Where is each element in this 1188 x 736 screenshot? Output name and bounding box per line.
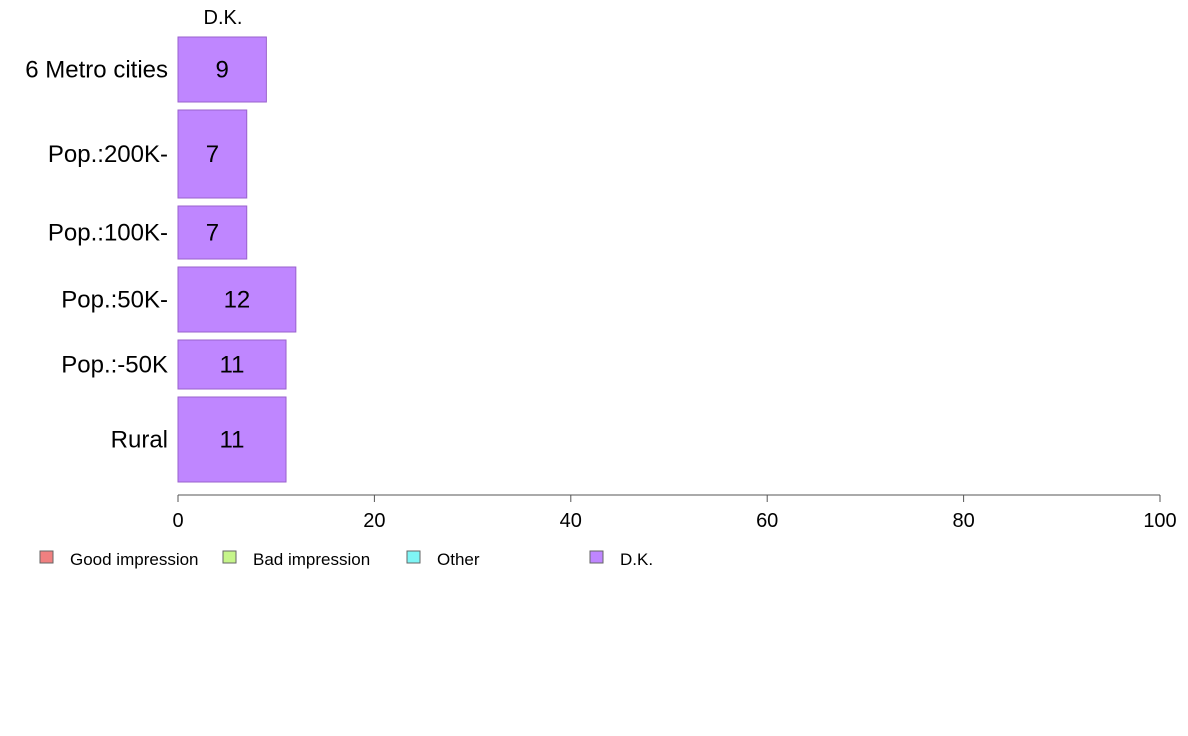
bar-value-label: 12 bbox=[224, 287, 251, 314]
legend-swatch bbox=[589, 550, 604, 564]
x-tick-label: 20 bbox=[363, 510, 385, 532]
bar-value-label: 7 bbox=[206, 141, 219, 168]
category-label: Rural bbox=[111, 427, 168, 454]
bar bbox=[177, 339, 287, 390]
category-label: Pop.:50K- bbox=[61, 287, 168, 314]
category-label: Pop.:-50K bbox=[61, 352, 168, 379]
category-labels: 6 Metro cities Pop.:200K- Pop.:100K- Pop.:5… bbox=[25, 57, 168, 454]
x-tick-label: 40 bbox=[560, 510, 582, 532]
legend-label: Good impression bbox=[70, 550, 199, 569]
legend-label: Bad impression bbox=[253, 550, 370, 569]
bar bbox=[177, 109, 248, 199]
bar-value-label: 11 bbox=[220, 427, 245, 454]
legend: Good impression Bad impression Other D.K. bbox=[39, 550, 653, 569]
category-label: 6 Metro cities bbox=[25, 57, 168, 84]
bar-value-label: 11 bbox=[220, 352, 245, 379]
bar-labels: 9 7 7 12 11 11 bbox=[206, 57, 251, 454]
x-tick-label: 80 bbox=[952, 510, 974, 532]
bar bbox=[177, 396, 287, 483]
bar bbox=[177, 205, 248, 260]
x-tick-label: 0 bbox=[172, 510, 183, 532]
category-label: Pop.:200K- bbox=[48, 141, 168, 168]
legend-swatch bbox=[39, 550, 54, 564]
bar-value-label: 7 bbox=[206, 220, 219, 247]
column-label: D.K. bbox=[204, 7, 243, 29]
x-tick-label: 60 bbox=[756, 510, 778, 532]
bar bbox=[177, 36, 267, 103]
x-tick-label: 100 bbox=[1143, 510, 1176, 532]
legend-swatch bbox=[406, 550, 421, 564]
legend-swatch bbox=[222, 550, 237, 564]
bar-value-label: 9 bbox=[216, 57, 229, 84]
legend-label: D.K. bbox=[620, 550, 653, 569]
x-axis: 0 20 40 60 80 100 bbox=[172, 494, 1177, 532]
bar bbox=[177, 266, 297, 333]
legend-label: Other bbox=[437, 550, 480, 569]
bars bbox=[177, 36, 297, 483]
category-label: Pop.:100K- bbox=[48, 220, 168, 247]
